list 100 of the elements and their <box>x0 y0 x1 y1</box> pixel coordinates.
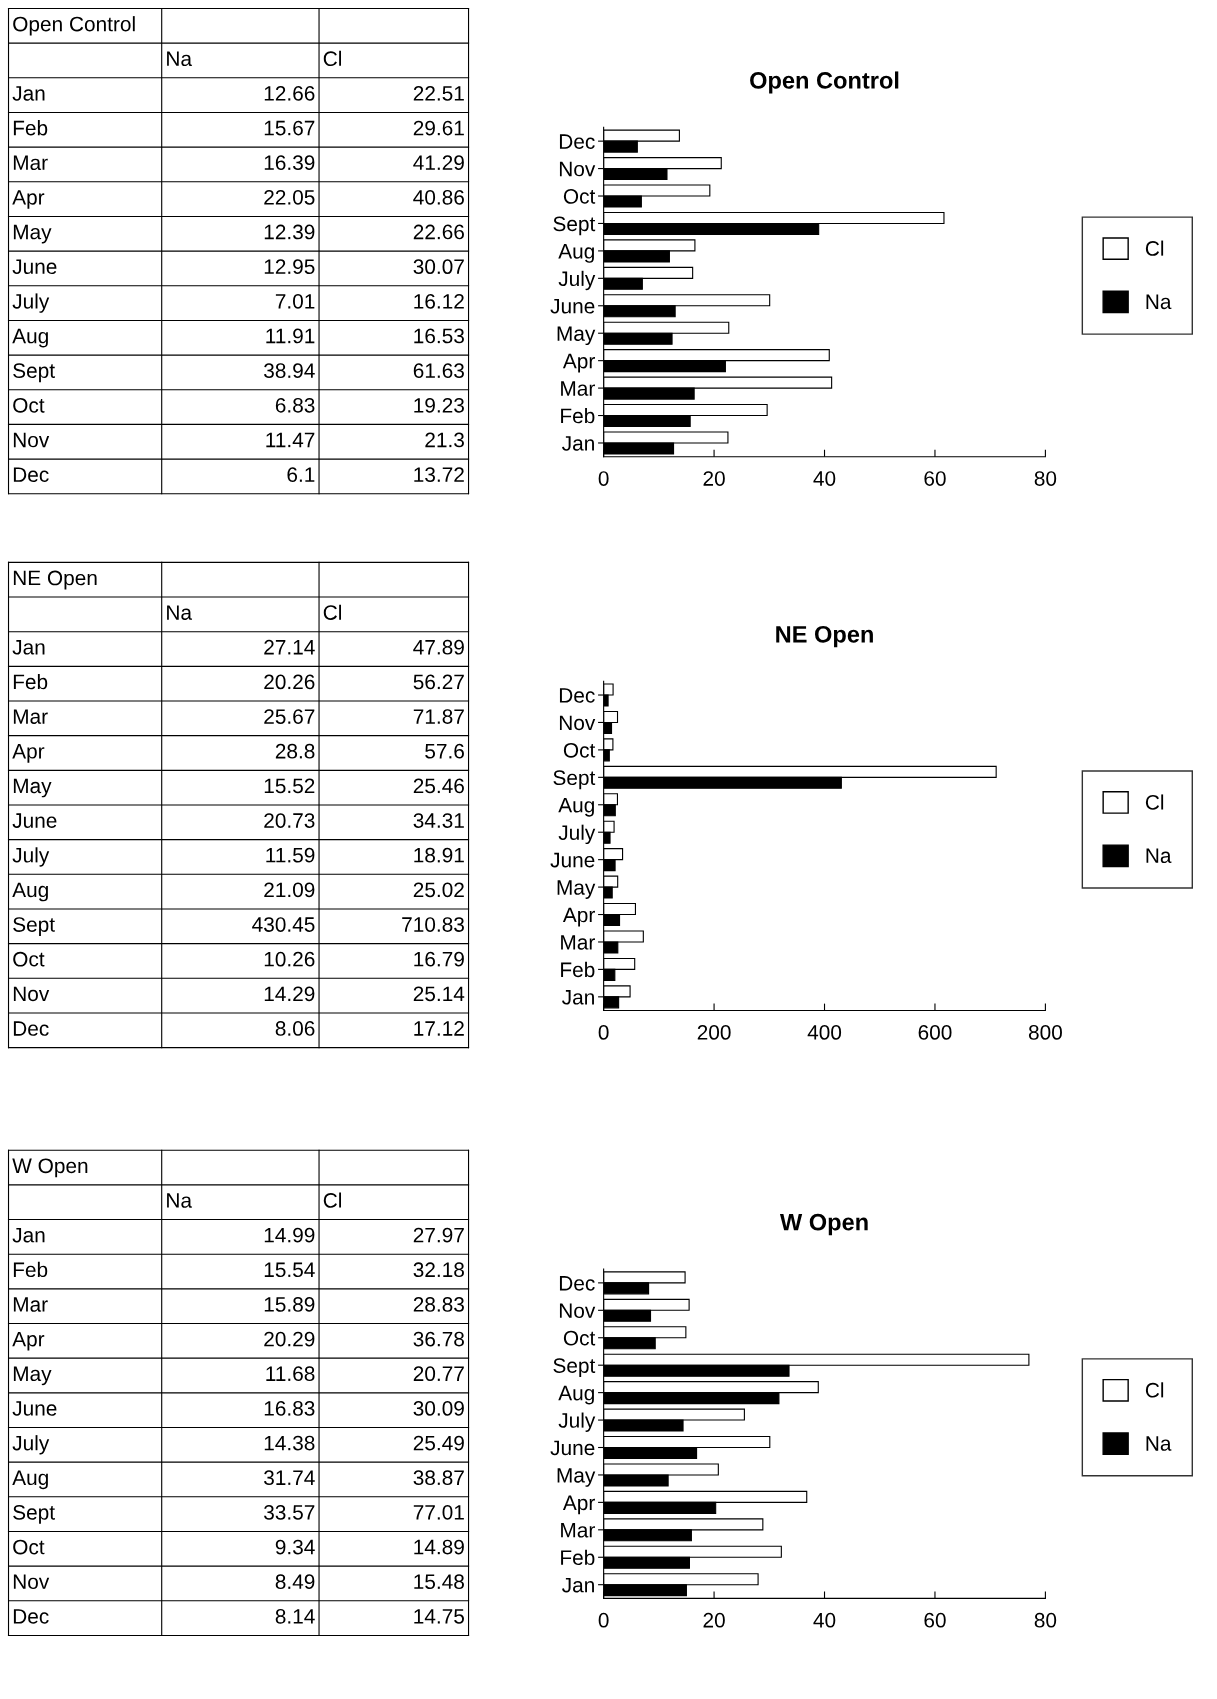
y-tick-label: June <box>550 852 595 868</box>
text: Dec <box>13 467 49 482</box>
y-tick-label: Mar <box>561 381 595 396</box>
y-tick-label: Mar <box>561 935 595 950</box>
text: 15.48 <box>414 1574 464 1590</box>
x-tick-label: 800 <box>1028 1025 1062 1040</box>
text: 38.87 <box>413 1470 464 1486</box>
y-tick-label: Dec <box>559 134 595 149</box>
text: 20.29 <box>264 1331 315 1347</box>
text: Feb <box>13 120 48 136</box>
text: 11.91 <box>266 328 315 344</box>
chart-title: Open Control <box>750 71 899 94</box>
text: 12.39 <box>264 224 315 240</box>
text: Dec <box>13 1609 49 1624</box>
text: 8.14 <box>275 1608 315 1624</box>
y-tick-label: Jan <box>562 1577 594 1593</box>
x-tick-label: 0 <box>598 1612 609 1628</box>
y-tick-label: May <box>557 326 596 346</box>
text: 710.83 <box>402 917 464 932</box>
text: Cl <box>323 604 341 620</box>
text: Aug <box>12 1470 48 1490</box>
text: 16.83 <box>264 1401 315 1416</box>
y-tick-label: Dec <box>559 1276 595 1291</box>
y-tick-label: Apr <box>562 907 595 927</box>
x-tick-label: 0 <box>598 471 609 486</box>
text: 25.49 <box>413 1435 464 1451</box>
text: 33.57 <box>264 1504 315 1520</box>
text: 12.66 <box>264 85 315 101</box>
text: 61.63 <box>413 363 464 379</box>
y-tick-label: Feb <box>561 407 595 424</box>
text: 31.74 <box>264 1470 315 1486</box>
text: 6.1 <box>287 467 315 482</box>
text: 22.66 <box>413 224 464 240</box>
text: May <box>13 224 52 244</box>
y-tick-label: Mar <box>561 1523 595 1538</box>
text: 16.12 <box>414 293 464 309</box>
text: 56.27 <box>413 674 464 690</box>
text: July <box>12 847 50 867</box>
text: 30.07 <box>413 259 464 275</box>
text: Jan <box>12 640 45 655</box>
text: 21.09 <box>264 882 315 898</box>
text: Jan <box>12 86 45 101</box>
text: 22.05 <box>264 189 315 205</box>
text: 19.23 <box>414 397 464 413</box>
x-tick-label: 80 <box>1034 471 1057 486</box>
text: Nov <box>13 986 50 1002</box>
x-tick-label: 80 <box>1034 1612 1057 1628</box>
text: Dec <box>13 1021 49 1036</box>
text: Mar <box>13 1297 48 1312</box>
text: 20.26 <box>264 674 315 690</box>
text: July <box>12 1435 50 1455</box>
text: 47.89 <box>413 639 464 655</box>
legend-label: Na <box>1146 848 1172 864</box>
text: 14.29 <box>264 986 315 1002</box>
text: 20.73 <box>264 813 315 828</box>
text: Na <box>167 605 193 620</box>
text: 36.78 <box>413 1331 464 1347</box>
text: Feb <box>13 1261 48 1278</box>
y-tick-label: Sept <box>553 216 596 236</box>
text: 11.59 <box>266 847 315 863</box>
y-tick-label: Sept <box>553 1358 596 1378</box>
y-tick-label: Feb <box>561 961 595 978</box>
text: 10.26 <box>264 951 315 967</box>
text: May <box>13 1366 52 1386</box>
text: 15.54 <box>264 1262 315 1278</box>
y-tick-label: Jan <box>562 990 594 1005</box>
text: Apr <box>12 190 45 209</box>
text: 16.53 <box>414 328 464 344</box>
text: Nov <box>13 432 50 448</box>
text: 17.12 <box>414 1021 464 1036</box>
text: 30.09 <box>413 1401 464 1416</box>
text: June <box>12 1401 57 1416</box>
text: 11.68 <box>266 1366 315 1382</box>
text: Sept <box>13 917 55 937</box>
text: 21.3 <box>425 432 464 448</box>
y-tick-label: July <box>558 270 596 291</box>
x-tick-label: 40 <box>813 471 836 486</box>
text: 40.86 <box>413 189 464 205</box>
text: 22.51 <box>413 85 464 101</box>
text: Sept <box>13 363 55 383</box>
y-tick-label: Nov <box>559 161 596 177</box>
text: Aug <box>12 328 48 348</box>
y-tick-label: Oct <box>563 742 596 758</box>
text: 25.67 <box>264 709 315 724</box>
text: 16.39 <box>264 155 315 171</box>
text: 15.52 <box>264 778 315 794</box>
x-tick-label: 200 <box>697 1025 731 1040</box>
text: 14.99 <box>264 1227 315 1243</box>
text: 8.06 <box>275 1021 315 1036</box>
y-tick-label: Feb <box>561 1549 595 1566</box>
text: 430.45 <box>252 917 315 932</box>
y-tick-label: July <box>558 824 596 845</box>
text: 12.95 <box>264 259 315 275</box>
text: 27.97 <box>413 1227 464 1243</box>
text: 11.47 <box>266 432 315 448</box>
text: Aug <box>12 882 48 902</box>
text: Open Control <box>13 16 135 36</box>
y-tick-label: Sept <box>553 770 596 790</box>
x-tick-label: 60 <box>924 1612 946 1628</box>
text: 28.83 <box>413 1297 464 1312</box>
